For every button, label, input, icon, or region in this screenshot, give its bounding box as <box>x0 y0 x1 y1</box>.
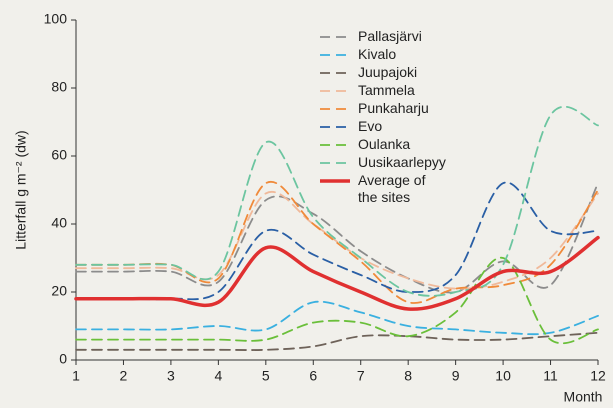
x-axis-label: Month <box>564 389 603 405</box>
x-tick-label: 2 <box>120 368 128 384</box>
series-line <box>74 235 600 311</box>
legend-swatch <box>320 179 350 183</box>
legend-swatch <box>320 90 350 92</box>
legend-swatch <box>320 144 350 146</box>
y-tick-label: 40 <box>51 215 67 231</box>
legend-label: Tammela <box>358 82 415 98</box>
x-tick-label: 5 <box>262 368 270 384</box>
series-line <box>75 181 599 301</box>
legend-item: Average of the sites <box>318 172 438 206</box>
series-line <box>75 331 599 351</box>
legend-item: Punkaharju <box>318 100 438 117</box>
y-tick-label: 60 <box>51 147 67 163</box>
y-tick-label: 20 <box>51 283 67 299</box>
y-axis-label: Litterfall g m⁻² (dw) <box>13 130 29 249</box>
legend: Pallasjärvi Kivalo Juupajoki Tammela Punkaha… <box>318 28 446 207</box>
legend-item: Uusikaarlepyy <box>318 154 446 171</box>
legend-swatch <box>320 108 350 110</box>
legend-item: Evo <box>318 118 438 135</box>
legend-label: Average of the sites <box>358 172 426 205</box>
y-tick-label: 80 <box>51 79 67 95</box>
legend-label: Juupajoki <box>358 64 418 80</box>
legend-label: Punkaharju <box>358 100 429 116</box>
legend-item: Kivalo <box>318 46 438 63</box>
legend-swatch <box>320 36 350 38</box>
series-line <box>75 106 599 297</box>
legend-swatch <box>320 72 350 74</box>
x-tick-label: 6 <box>309 368 317 384</box>
series-line <box>75 190 599 290</box>
series-line <box>75 300 599 336</box>
legend-item: Oulanka <box>318 136 438 153</box>
x-tick-label: 10 <box>495 368 511 384</box>
x-tick-label: 4 <box>214 368 222 384</box>
legend-swatch <box>320 54 350 56</box>
legend-label: Evo <box>358 118 383 134</box>
legend-label: Uusikaarlepyy <box>358 154 446 170</box>
series-line <box>75 180 599 304</box>
legend-label: Pallasjärvi <box>358 28 422 44</box>
y-tick-label: 0 <box>59 351 67 367</box>
legend-swatch <box>320 162 350 164</box>
x-tick-label: 8 <box>404 368 412 384</box>
legend-item: Pallasjärvi <box>318 28 438 45</box>
x-tick-label: 3 <box>167 368 175 384</box>
x-tick-label: 12 <box>590 368 606 384</box>
x-tick-label: 7 <box>357 368 365 384</box>
legend-swatch <box>320 126 350 128</box>
legend-label: Oulanka <box>358 136 411 152</box>
legend-item: Tammela <box>318 82 438 99</box>
y-tick-label: 100 <box>44 11 68 27</box>
x-tick-label: 1 <box>72 368 80 384</box>
legend-label: Kivalo <box>358 46 397 62</box>
x-tick-label: 9 <box>452 368 460 384</box>
x-tick-label: 11 <box>543 368 558 384</box>
legend-item: Juupajoki <box>318 64 438 81</box>
